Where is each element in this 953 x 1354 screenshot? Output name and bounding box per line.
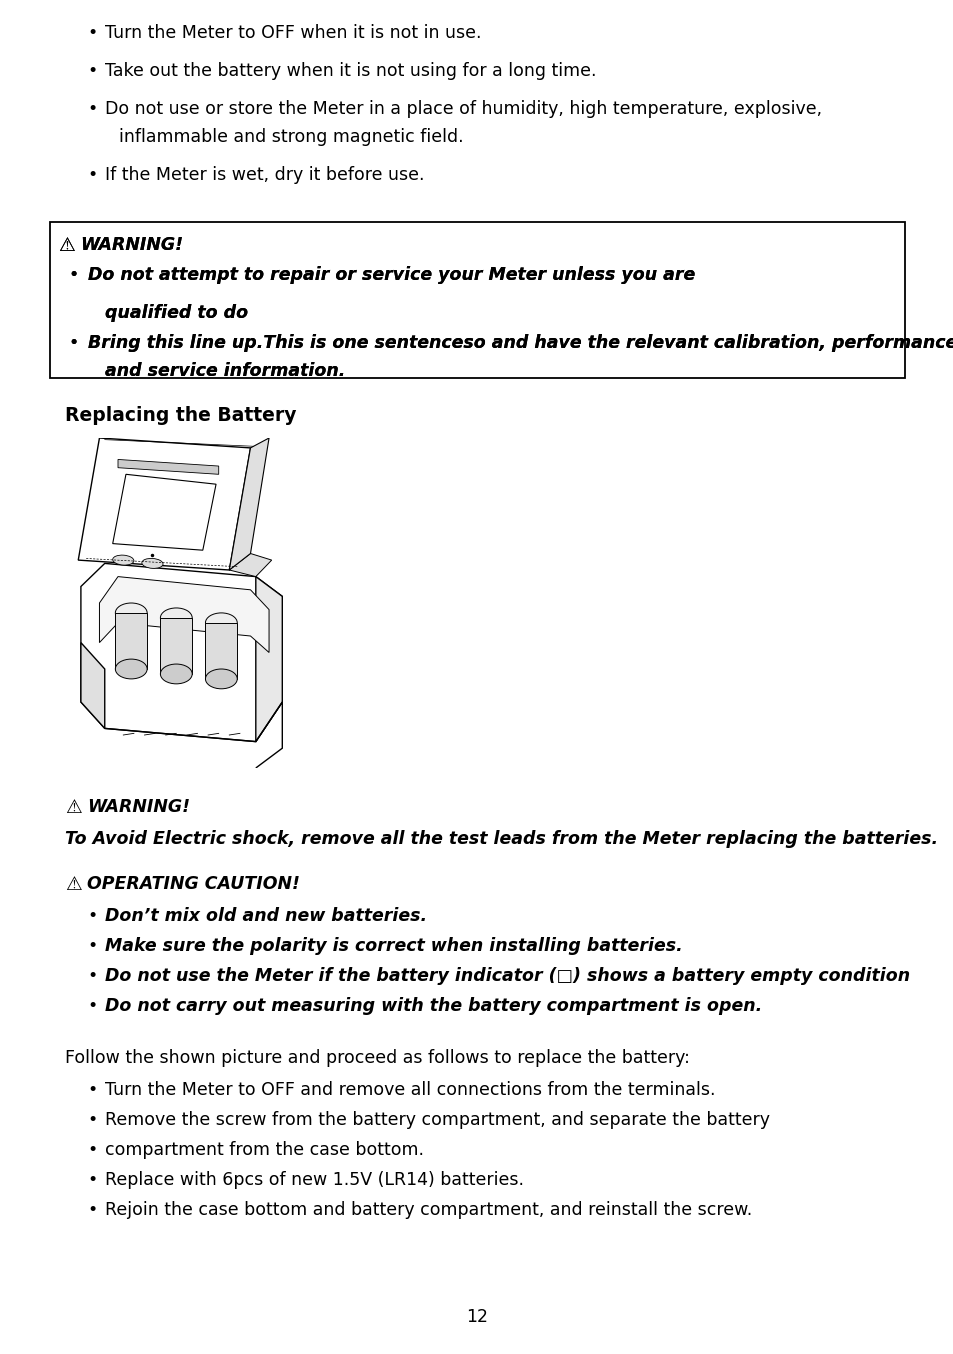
Text: OPERATING CAUTION!: OPERATING CAUTION!: [87, 875, 299, 894]
Text: •: •: [87, 1141, 97, 1159]
Ellipse shape: [160, 608, 192, 628]
Text: •: •: [87, 1080, 97, 1099]
Text: Follow the shown picture and proceed as follows to replace the battery:: Follow the shown picture and proceed as …: [65, 1049, 689, 1067]
Text: Replacing the Battery: Replacing the Battery: [65, 406, 296, 425]
Ellipse shape: [160, 663, 192, 684]
Polygon shape: [112, 474, 215, 550]
Text: •: •: [87, 967, 97, 984]
Polygon shape: [115, 613, 147, 669]
Text: •: •: [68, 265, 78, 284]
Text: •: •: [87, 1171, 97, 1189]
Text: Do not use or store the Meter in a place of humidity, high temperature, explosiv: Do not use or store the Meter in a place…: [105, 100, 821, 118]
Text: ⚠: ⚠: [58, 236, 74, 255]
Text: Bring this line up.This is one sentenceso and have the relevant calibration, per: Bring this line up.This is one sentences…: [88, 334, 953, 352]
Text: inflammable and strong magnetic field.: inflammable and strong magnetic field.: [119, 129, 463, 146]
Text: •: •: [68, 334, 78, 352]
Text: •: •: [87, 167, 97, 184]
Text: WARNING!: WARNING!: [87, 798, 190, 816]
Text: Do not attempt to repair or service your Meter unless you are: Do not attempt to repair or service your…: [88, 265, 695, 284]
Text: Rejoin the case bottom and battery compartment, and reinstall the screw.: Rejoin the case bottom and battery compa…: [105, 1201, 752, 1219]
Text: ⚠: ⚠: [65, 798, 82, 816]
Text: ⚠: ⚠: [65, 875, 82, 894]
Polygon shape: [205, 623, 237, 678]
Text: •: •: [87, 997, 97, 1016]
Text: 12: 12: [465, 1308, 488, 1326]
Ellipse shape: [205, 669, 237, 689]
Text: Take out the battery when it is not using for a long time.: Take out the battery when it is not usin…: [105, 62, 596, 80]
Text: •: •: [68, 334, 78, 352]
Ellipse shape: [115, 659, 147, 678]
Text: and service information.: and service information.: [105, 362, 345, 380]
Text: Replace with 6pcs of new 1.5V (LR14) batteries.: Replace with 6pcs of new 1.5V (LR14) bat…: [105, 1171, 523, 1189]
Text: •: •: [87, 62, 97, 80]
Text: •: •: [68, 265, 78, 284]
Ellipse shape: [112, 555, 133, 565]
Text: qualified to do: qualified to do: [105, 305, 248, 322]
Polygon shape: [99, 577, 269, 653]
Text: •: •: [87, 24, 97, 42]
Text: Don’t mix old and new batteries.: Don’t mix old and new batteries.: [105, 907, 427, 925]
Ellipse shape: [142, 558, 163, 569]
Text: •: •: [87, 907, 97, 925]
Polygon shape: [255, 577, 282, 742]
Polygon shape: [160, 617, 192, 674]
Text: WARNING!: WARNING!: [80, 236, 183, 255]
Polygon shape: [229, 437, 269, 570]
Text: To Avoid Electric shock, remove all the test leads from the Meter replacing the : To Avoid Electric shock, remove all the …: [65, 830, 937, 848]
Text: If the Meter is wet, dry it before use.: If the Meter is wet, dry it before use.: [105, 167, 424, 184]
Text: Make sure the polarity is correct when installing batteries.: Make sure the polarity is correct when i…: [105, 937, 682, 955]
Text: Do not attempt to repair or service your Meter unless you are: Do not attempt to repair or service your…: [88, 265, 695, 284]
Text: Do not use the Meter if the battery indicator (□) shows a battery empty conditio: Do not use the Meter if the battery indi…: [105, 967, 909, 984]
Text: WARNING!: WARNING!: [80, 236, 183, 255]
Text: Bring this line up.This is one sentenceso and have the relevant calibration, per: Bring this line up.This is one sentences…: [88, 334, 953, 352]
Text: Turn the Meter to OFF when it is not in use.: Turn the Meter to OFF when it is not in …: [105, 24, 481, 42]
Polygon shape: [78, 437, 251, 570]
Ellipse shape: [205, 613, 237, 632]
Text: ⚠: ⚠: [58, 236, 74, 255]
Text: compartment from the case bottom.: compartment from the case bottom.: [105, 1141, 423, 1159]
Text: •: •: [87, 937, 97, 955]
Text: and service information.: and service information.: [105, 362, 345, 380]
Polygon shape: [229, 554, 272, 577]
Bar: [50, 222, 904, 378]
Text: •: •: [87, 1112, 97, 1129]
Polygon shape: [81, 643, 105, 728]
Text: Remove the screw from the battery compartment, and separate the battery: Remove the screw from the battery compar…: [105, 1112, 769, 1129]
Polygon shape: [118, 459, 218, 474]
Ellipse shape: [115, 603, 147, 623]
Polygon shape: [81, 563, 282, 742]
Text: Turn the Meter to OFF and remove all connections from the terminals.: Turn the Meter to OFF and remove all con…: [105, 1080, 715, 1099]
Text: •: •: [87, 100, 97, 118]
Text: •: •: [87, 1201, 97, 1219]
Text: Do not carry out measuring with the battery compartment is open.: Do not carry out measuring with the batt…: [105, 997, 761, 1016]
Text: qualified to do: qualified to do: [105, 305, 248, 322]
